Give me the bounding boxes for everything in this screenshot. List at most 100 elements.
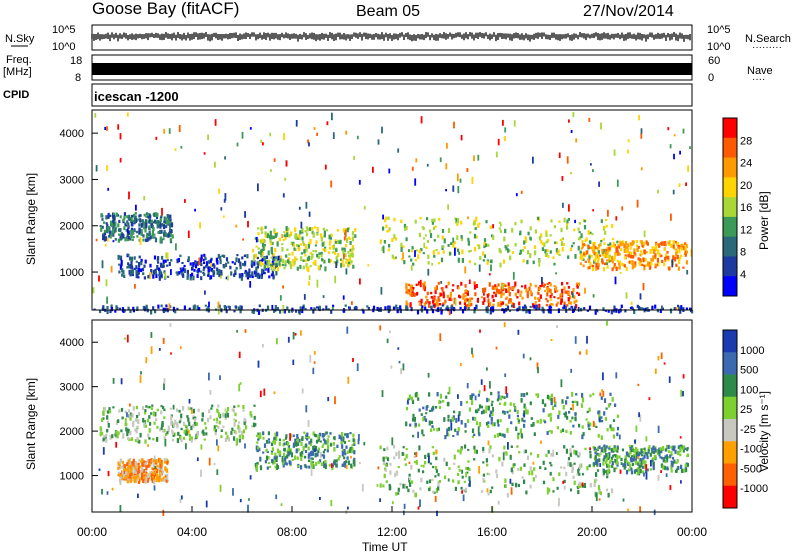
scatter-cell bbox=[667, 255, 670, 260]
scatter-cell bbox=[290, 309, 293, 313]
scatter-cell bbox=[600, 416, 603, 419]
scatter-cell bbox=[260, 227, 263, 231]
scatter-cell bbox=[121, 470, 124, 475]
scatter-cell bbox=[586, 410, 589, 414]
scatter-cell bbox=[132, 309, 135, 313]
scatter-cell bbox=[129, 468, 132, 474]
scatter-cell bbox=[130, 217, 133, 220]
scatter-cell bbox=[345, 268, 348, 275]
scatter-cell bbox=[571, 445, 574, 448]
scatter-cell bbox=[652, 461, 655, 466]
scatter-cell bbox=[405, 421, 408, 427]
scatter-cell bbox=[127, 235, 130, 240]
scatter-cell bbox=[615, 308, 618, 313]
scatter-cell bbox=[207, 306, 210, 310]
scatter-cell bbox=[130, 260, 133, 266]
scatter-cell bbox=[186, 273, 189, 278]
scatter-cell bbox=[262, 431, 265, 436]
scatter-cell bbox=[520, 393, 523, 397]
scatter-cell bbox=[414, 392, 417, 398]
scatter-cell bbox=[297, 448, 300, 452]
scatter-cell bbox=[352, 264, 355, 269]
scatter-cell bbox=[260, 139, 263, 143]
scatter-cell bbox=[312, 445, 315, 450]
scatter-cell bbox=[589, 262, 592, 267]
scatter-cell bbox=[159, 236, 162, 241]
scatter-cell bbox=[429, 233, 433, 238]
scatter-cell bbox=[263, 244, 266, 247]
scatter-cell bbox=[520, 398, 523, 403]
scatter-cell bbox=[433, 218, 436, 223]
scatter-cell bbox=[677, 466, 680, 470]
scatter-cell bbox=[597, 245, 601, 249]
scatter-cell bbox=[273, 459, 276, 465]
scatter-cell bbox=[345, 465, 348, 470]
scatter-cell bbox=[386, 446, 389, 451]
scatter-cell bbox=[671, 259, 674, 268]
scatter-cell bbox=[613, 263, 616, 266]
scatter-cell bbox=[160, 405, 163, 408]
scatter-cell bbox=[477, 408, 480, 411]
scatter-cell bbox=[319, 497, 321, 500]
scatter-cell bbox=[310, 307, 313, 310]
scatter-cell bbox=[146, 213, 149, 217]
scatter-cell bbox=[197, 408, 200, 413]
scatter-cell bbox=[133, 477, 136, 481]
scatter-cell bbox=[435, 449, 438, 455]
scatter-cell bbox=[215, 421, 218, 424]
scatter-cell bbox=[134, 428, 137, 432]
scatter-cell bbox=[140, 261, 143, 266]
scatter-cell bbox=[103, 221, 106, 224]
scatter-cell bbox=[473, 458, 476, 461]
scatter-cell bbox=[443, 238, 446, 244]
noise-panel: N.Sky 10^5 10^0 10^5 10^0 N.Search ·····… bbox=[5, 24, 791, 53]
scatter-cell bbox=[527, 309, 530, 313]
scatter-cell bbox=[685, 243, 688, 249]
scatter-cell bbox=[638, 468, 641, 473]
scatter-cell bbox=[675, 252, 678, 257]
scatter-cell bbox=[132, 478, 135, 482]
scatter-cell bbox=[257, 232, 260, 236]
scatter-cell bbox=[265, 455, 269, 461]
scatter-cell bbox=[660, 448, 663, 454]
scatter-cell bbox=[515, 193, 518, 197]
scatter-cell bbox=[367, 264, 370, 267]
scatter-cell bbox=[598, 418, 601, 422]
scatter-cell bbox=[129, 237, 132, 241]
scatter-cell bbox=[218, 412, 221, 418]
scatter-cell bbox=[205, 432, 208, 436]
scatter-cell bbox=[234, 269, 237, 274]
scatter-cell bbox=[334, 275, 337, 284]
scatter-cell bbox=[203, 438, 206, 441]
scatter-cell bbox=[519, 230, 522, 235]
scatter-cell bbox=[638, 464, 641, 469]
scatter-cell bbox=[119, 477, 122, 486]
scatter-cell bbox=[183, 429, 186, 434]
scatter-cell bbox=[219, 375, 221, 380]
scatter-cell bbox=[174, 148, 177, 151]
scatter-cell bbox=[170, 259, 173, 262]
scatter-cell bbox=[308, 465, 311, 469]
scatter-cell bbox=[324, 266, 327, 272]
scatter-cell bbox=[580, 247, 583, 250]
scatter-cell bbox=[656, 308, 659, 313]
scatter-cell bbox=[529, 253, 532, 259]
scatter-cell bbox=[395, 452, 398, 457]
scatter-cell bbox=[129, 217, 132, 221]
scatter-cell bbox=[516, 417, 519, 420]
scatter-cell bbox=[284, 260, 287, 265]
scatter-cell bbox=[123, 468, 126, 473]
scatter-cell bbox=[231, 427, 234, 431]
scatter-cell bbox=[540, 440, 542, 444]
scatter-cell bbox=[505, 296, 509, 299]
scatter-cell bbox=[558, 497, 560, 506]
scatter-cell bbox=[304, 455, 307, 459]
scatter-cell bbox=[433, 304, 435, 307]
scatter-cell bbox=[577, 237, 581, 241]
scatter-cell bbox=[411, 166, 414, 171]
scatter-cell bbox=[612, 237, 615, 241]
scatter-cell bbox=[432, 465, 435, 469]
scatter-cell bbox=[258, 304, 261, 308]
scatter-cell bbox=[430, 291, 433, 295]
scatter-cell bbox=[347, 460, 350, 466]
